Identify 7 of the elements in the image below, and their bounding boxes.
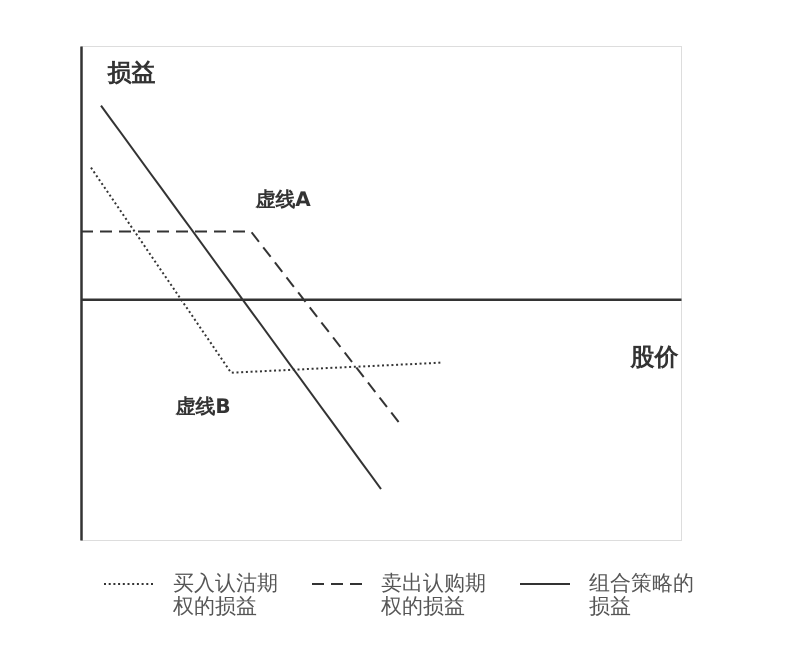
annotation: 虚线B xyxy=(174,394,231,418)
x-axis-title: 股价 xyxy=(630,342,680,371)
legend-label: 买入认沽期权的损益 xyxy=(172,571,278,618)
legend-label: 组合策略的损益 xyxy=(589,571,694,618)
y-axis-title: 损益 xyxy=(106,58,156,86)
annotation: 虚线A xyxy=(254,187,312,211)
legend-label: 卖出认购期权的损益 xyxy=(380,571,486,618)
